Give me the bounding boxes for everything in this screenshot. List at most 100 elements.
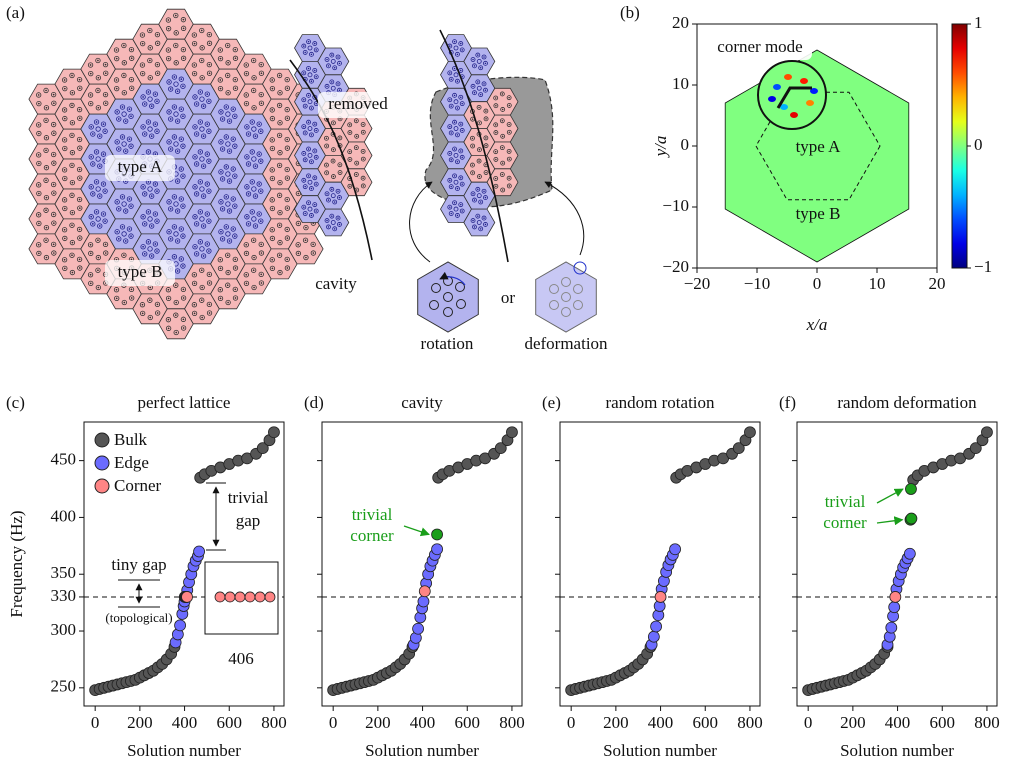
scatterer-dot	[194, 186, 196, 188]
scatterer-dot	[99, 195, 101, 197]
scatterer-dot	[79, 139, 81, 141]
scatterer-dot	[229, 120, 231, 122]
annotation: type B	[796, 204, 841, 223]
scatterer-dot	[90, 253, 92, 255]
annotation: corner	[350, 526, 394, 545]
scatterer-dot	[248, 223, 250, 225]
scatterer-dot	[272, 238, 274, 240]
scatterer-dot	[326, 193, 328, 195]
scatterer-dot	[183, 327, 185, 329]
scatterer-dot	[472, 145, 474, 147]
chart-title: random deformation	[837, 393, 977, 412]
x-tick-label: −10	[744, 274, 771, 293]
scatterer-dot	[315, 210, 317, 212]
scatterer-dot	[53, 102, 55, 104]
scatterer-dot	[304, 132, 306, 134]
scatterer-dot	[339, 172, 341, 174]
scatterer-dot	[125, 210, 127, 212]
y-tick-label: −10	[662, 196, 689, 215]
scatterer-dot	[201, 60, 203, 62]
scatterer-dot	[261, 252, 263, 254]
scatterer-dot	[53, 222, 55, 224]
scatterer-dot	[96, 121, 98, 123]
scatterer-dot	[203, 195, 205, 197]
scatterer-dot	[72, 152, 74, 154]
scatterer-dot	[279, 182, 281, 184]
scatterer-dot	[460, 204, 462, 206]
scatterer-dot	[258, 123, 260, 125]
scatterer-dot	[225, 196, 227, 198]
scatterer-dot	[326, 137, 328, 139]
scatterer-dot	[155, 243, 157, 245]
scatterer-dot	[175, 302, 177, 304]
colorbar-tick-label: −1	[974, 257, 992, 276]
scatterer-dot	[235, 267, 237, 269]
scatterer-dot	[477, 189, 479, 191]
scatterer-dot	[286, 79, 288, 81]
scatterer-dot	[45, 150, 47, 152]
scatterer-dot	[460, 150, 462, 152]
scatterer-dot	[334, 228, 336, 230]
scatterer-dot	[349, 124, 351, 126]
scatterer-dot	[279, 105, 281, 107]
scatterer-dot	[483, 217, 485, 219]
scatterer-dot	[245, 274, 247, 276]
scatterer-dot	[222, 178, 224, 180]
scatterer-dot	[105, 244, 107, 246]
scatterer-dot	[131, 57, 133, 59]
scatterer-dot	[72, 122, 74, 124]
scatterer-dot	[45, 90, 47, 92]
scatterer-dot	[246, 156, 248, 158]
scatterer-dot	[45, 120, 47, 122]
scatterer-dot	[71, 194, 73, 196]
scatterer-dot	[328, 199, 330, 201]
scatterer-dot	[287, 117, 289, 119]
y-tick-label: 10	[672, 74, 689, 93]
scatterer-dot	[105, 94, 107, 96]
scatterer-dot	[245, 64, 247, 66]
scatterer-dot	[142, 64, 144, 66]
legend-marker	[95, 479, 109, 493]
scatterer-dot	[148, 241, 150, 243]
scatterer-dot	[279, 92, 281, 94]
scatterer-dot	[170, 238, 172, 240]
scatterer-dot	[457, 134, 459, 136]
scatterer-dot	[72, 92, 74, 94]
scatterer-dot	[461, 157, 463, 159]
scatterer-dot	[339, 197, 341, 199]
scatterer-dot	[480, 94, 482, 96]
scatterer-dot	[79, 237, 81, 239]
scatterer-dot	[38, 163, 40, 165]
scatterer-dot	[125, 240, 127, 242]
scatterer-dot	[170, 118, 172, 120]
scatterer-dot	[46, 137, 48, 139]
scatterer-dot	[287, 147, 289, 149]
scatterer-dot	[449, 45, 451, 47]
scatterer-dot	[222, 118, 224, 120]
scatterer-dot	[485, 89, 487, 91]
scatterer-dot	[46, 197, 48, 199]
scatterer-dot	[194, 156, 196, 158]
inset-point	[255, 592, 265, 602]
scatterer-dot	[90, 244, 92, 246]
scatterer-dot	[297, 223, 299, 225]
region-label: type A	[118, 157, 164, 176]
scatterer-dot	[122, 196, 124, 198]
scatterer-dot	[90, 64, 92, 66]
scatterer-dot	[96, 181, 98, 183]
chart-title: perfect lattice	[138, 393, 231, 412]
scatterer-dot	[271, 79, 273, 81]
scatterer-dot	[104, 130, 106, 132]
scatterer-dot	[206, 123, 208, 125]
scatterer-dot	[104, 220, 106, 222]
scatterer-dot	[457, 54, 459, 56]
scatterer-dot	[72, 272, 74, 274]
scatterer-dot	[182, 115, 184, 117]
scatterer-dot	[304, 52, 306, 54]
scatterer-dot	[125, 120, 127, 122]
scatterer-dot	[286, 229, 288, 231]
scatterer-dot	[149, 30, 151, 32]
scatterer-dot	[79, 109, 81, 111]
scatterer-dot	[474, 92, 476, 94]
scatterer-dot	[116, 49, 118, 51]
